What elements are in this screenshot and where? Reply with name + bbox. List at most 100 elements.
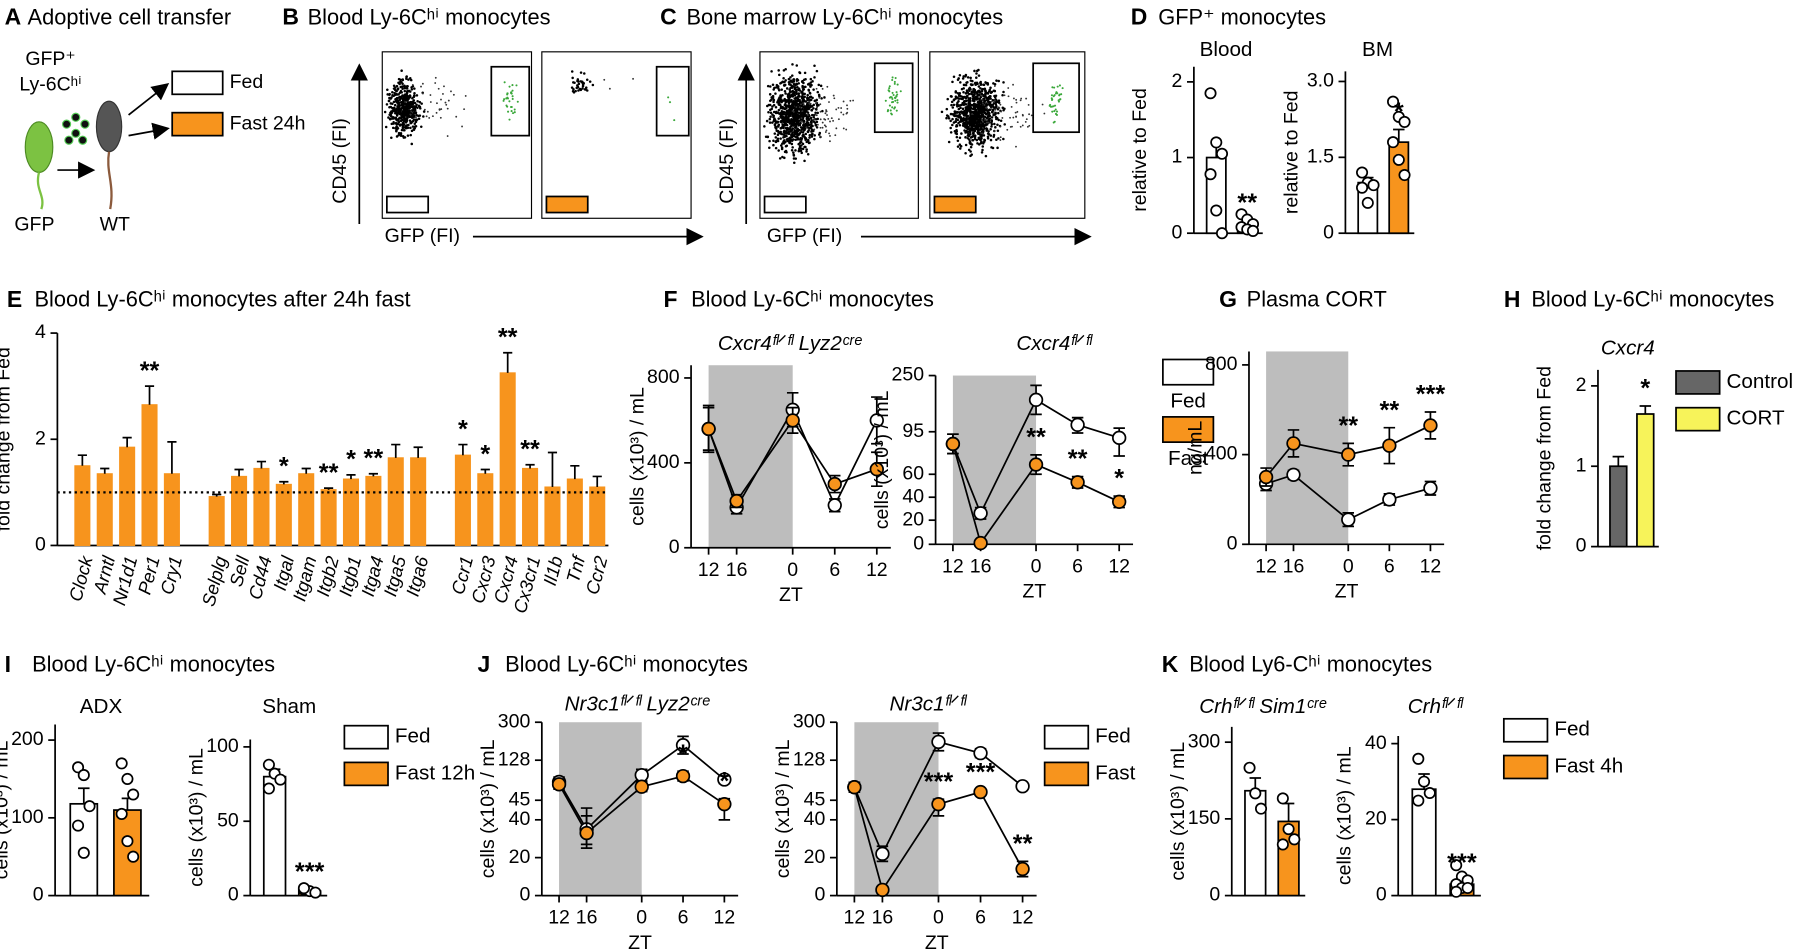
event-dot xyxy=(962,75,965,78)
event-dot xyxy=(975,72,978,75)
event-dot xyxy=(1058,98,1061,101)
event-dot xyxy=(805,106,808,110)
event-dot xyxy=(952,75,956,79)
event-dot xyxy=(997,79,1001,83)
event-dot xyxy=(768,121,772,124)
event-dot xyxy=(418,105,422,109)
event-dot xyxy=(988,112,991,115)
event-dot xyxy=(972,131,975,135)
data-point xyxy=(717,796,732,812)
event-dot xyxy=(989,94,992,98)
event-dot xyxy=(775,83,779,87)
event-dot xyxy=(768,103,772,107)
y-tick-label: 50 xyxy=(217,809,239,831)
event-dot xyxy=(784,68,787,71)
event-dot xyxy=(791,107,794,110)
error-bar xyxy=(1393,128,1405,143)
event-dot xyxy=(632,77,634,80)
data-point xyxy=(945,436,961,452)
event-dot xyxy=(842,127,845,130)
event-dot xyxy=(797,149,801,153)
y-tick-label: 1 xyxy=(1172,146,1183,168)
event-dot xyxy=(965,103,968,106)
event-dot xyxy=(794,104,798,107)
event-dot xyxy=(794,149,797,152)
event-dot xyxy=(971,113,974,116)
event-dot xyxy=(969,145,973,149)
event-dot xyxy=(792,99,796,103)
event-dot xyxy=(977,103,981,106)
event-dot xyxy=(399,117,403,120)
event-dot xyxy=(894,76,897,80)
x-axis-label: GFP (FI) xyxy=(385,225,460,247)
data-point xyxy=(1412,794,1425,807)
event-dot xyxy=(987,108,991,112)
event-dot xyxy=(979,120,982,123)
event-dot xyxy=(966,76,970,79)
bar xyxy=(1609,465,1628,548)
significance: * xyxy=(678,740,688,768)
y-axis-label: relative to Fed xyxy=(1129,88,1151,212)
event-dot xyxy=(403,129,406,132)
data-point xyxy=(274,773,287,786)
event-dot xyxy=(975,76,978,79)
event-dot xyxy=(977,68,980,72)
x-tick-label: 12 xyxy=(942,555,964,577)
event-dot xyxy=(852,99,855,102)
event-dot xyxy=(890,101,894,104)
event-dot xyxy=(895,91,898,94)
event-dot xyxy=(809,85,812,88)
event-dot xyxy=(389,117,392,121)
event-dot xyxy=(804,111,807,114)
event-dot xyxy=(815,103,819,106)
event-dot xyxy=(508,85,511,88)
gate xyxy=(1032,62,1080,134)
x-tick-label: 12 xyxy=(1420,555,1442,577)
event-dot xyxy=(767,111,770,114)
event-dot xyxy=(1014,111,1017,114)
x-tick-label: 12 xyxy=(1108,555,1130,577)
event-dot xyxy=(411,97,414,100)
group-swatch xyxy=(545,195,589,214)
bar xyxy=(208,496,225,547)
event-dot xyxy=(982,140,986,144)
event-dot xyxy=(415,94,419,97)
event-dot xyxy=(397,120,401,124)
event-dot xyxy=(975,91,978,94)
data-point xyxy=(973,535,988,551)
event-dot xyxy=(400,100,404,104)
event-dot xyxy=(956,118,960,122)
data-point xyxy=(1015,779,1030,794)
x-tick-label: 6 xyxy=(678,907,689,929)
y-axis-label: cells (x10³) / mL xyxy=(871,390,893,529)
event-dot xyxy=(774,136,778,139)
event-dot xyxy=(891,76,894,79)
event-dot xyxy=(801,147,805,151)
event-dot xyxy=(440,108,443,111)
event-dot xyxy=(1019,99,1022,102)
event-dot xyxy=(957,121,960,125)
x-tick-label: 12 xyxy=(1255,555,1277,577)
event-dot xyxy=(779,144,783,147)
event-dot xyxy=(766,104,769,108)
event-dot xyxy=(508,118,511,121)
event-dot xyxy=(810,121,813,125)
event-dot xyxy=(957,94,961,97)
event-dot xyxy=(800,120,803,123)
event-dot xyxy=(968,109,972,112)
data-point xyxy=(1461,881,1474,895)
event-dot xyxy=(1010,105,1013,108)
event-dot xyxy=(577,80,580,83)
event-dot xyxy=(591,83,595,87)
event-dot xyxy=(819,118,822,121)
data-point xyxy=(1367,179,1380,192)
event-dot xyxy=(946,97,949,101)
data-point xyxy=(115,757,128,770)
bar xyxy=(231,475,248,547)
event-dot xyxy=(842,113,845,116)
event-dot xyxy=(506,92,509,95)
event-dot xyxy=(891,97,894,101)
event-dot xyxy=(790,98,793,102)
x-tick-label: 16 xyxy=(970,555,992,577)
group-swatch xyxy=(763,195,807,214)
